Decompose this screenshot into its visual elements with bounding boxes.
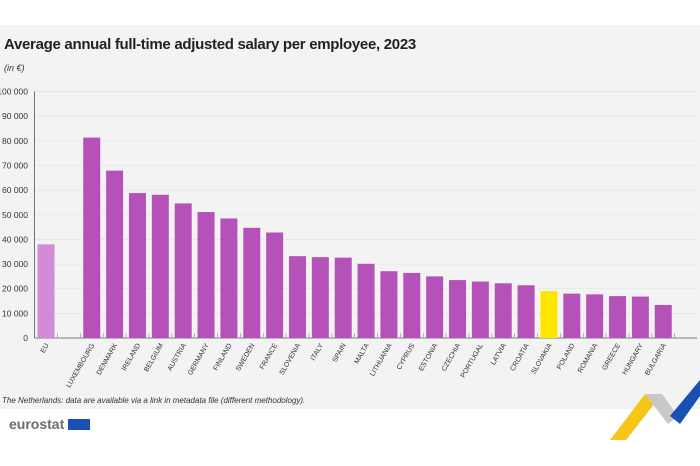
- decorative-ribbon-icon: [610, 380, 700, 440]
- bar-bulgaria: [654, 304, 672, 338]
- y-tick-label: 50 000: [2, 210, 28, 220]
- x-tick-label: FINLAND: [213, 343, 234, 372]
- bar-ireland: [128, 193, 146, 338]
- bar-germany: [197, 212, 215, 338]
- bar-austria: [174, 203, 192, 338]
- bar-latvia: [494, 283, 512, 338]
- bar-malta: [357, 263, 375, 338]
- x-tick-label: LITHUANIA: [369, 342, 394, 377]
- bar-denmark: [106, 170, 124, 338]
- bar-hungary: [631, 296, 649, 338]
- y-tick-label: 100 000: [0, 87, 28, 97]
- x-tick-label: FRANCE: [259, 342, 280, 371]
- bar-italy: [311, 257, 329, 338]
- bar-slovenia: [288, 256, 306, 338]
- x-tick-label: LUXEMBOURG: [66, 343, 97, 390]
- bar-france: [266, 232, 284, 338]
- bar-finland: [220, 218, 238, 338]
- x-tick-label: SWEDEN: [235, 343, 256, 373]
- bar-croatia: [517, 285, 535, 338]
- x-tick-label: AUSTRIA: [167, 342, 188, 372]
- bar-chart: 0 10 000 20 000 30 000 40 000 50 000 60 000 70 …: [0, 87, 697, 390]
- x-tick-label: CROATIA: [509, 342, 531, 372]
- y-tick-label: 20 000: [2, 284, 28, 294]
- bar-sweden: [243, 227, 261, 338]
- x-tick-label: LATVIA: [490, 342, 508, 366]
- y-tick-label: 0: [23, 333, 28, 343]
- bar-eu: [37, 244, 55, 338]
- bar-czechia: [449, 280, 467, 338]
- x-tick-label: GERMANY: [187, 342, 211, 376]
- y-tick-label: 90 000: [2, 111, 28, 121]
- x-tick-label: MALTA: [354, 342, 371, 365]
- x-tick-label: POLAND: [556, 343, 576, 371]
- x-tick-label: SLOVAKIA: [531, 342, 554, 375]
- chart-title: Average annual full-time adjusted salary…: [4, 36, 416, 53]
- bar-greece: [609, 296, 627, 338]
- x-tick-label: EU: [40, 343, 51, 355]
- bar-portugal: [471, 281, 489, 338]
- x-tick-label: SPAIN: [332, 343, 348, 364]
- x-tick-label: ESTONIA: [418, 342, 440, 372]
- eurostat-logo: eurostat: [9, 416, 65, 432]
- bar-cyprus: [403, 272, 421, 338]
- footnote: The Netherlands: data are available via …: [2, 396, 306, 405]
- y-tick-label: 10 000: [2, 308, 28, 318]
- bar-belgium: [151, 194, 169, 338]
- x-tick-label: SLOVENIA: [279, 342, 303, 376]
- chart-subtitle: (in €): [4, 63, 25, 73]
- eu-flag-icon: [68, 419, 90, 430]
- y-tick-label: 30 000: [2, 259, 28, 269]
- y-tick-label: 60 000: [2, 185, 28, 195]
- x-tick-label: CYPRUS: [396, 342, 417, 371]
- bar-spain: [334, 257, 352, 338]
- bar-luxembourg: [83, 137, 101, 338]
- x-tick-label: BELGIUM: [143, 342, 165, 373]
- bar-lithuania: [380, 271, 398, 338]
- x-tick-label: GREECE: [601, 342, 622, 371]
- bar-slovakia: [540, 291, 558, 338]
- bar-poland: [563, 293, 581, 338]
- x-tick-label: ROMANIA: [577, 342, 600, 374]
- bar-romania: [586, 294, 604, 338]
- x-tick-label: DENMARK: [96, 342, 120, 376]
- x-tick-label: CZECHIA: [441, 342, 463, 372]
- x-tick-label: PORTUGAL: [460, 342, 485, 379]
- y-tick-label: 70 000: [2, 160, 28, 170]
- x-tick-label: HUNGARY: [622, 342, 646, 376]
- bar-estonia: [426, 276, 444, 338]
- x-tick-label: IRELAND: [121, 343, 142, 373]
- y-tick-label: 40 000: [2, 234, 28, 244]
- y-tick-label: 80 000: [2, 136, 28, 146]
- x-tick-label: ITALY: [310, 342, 325, 362]
- x-tick-label: BULGARIA: [644, 342, 668, 376]
